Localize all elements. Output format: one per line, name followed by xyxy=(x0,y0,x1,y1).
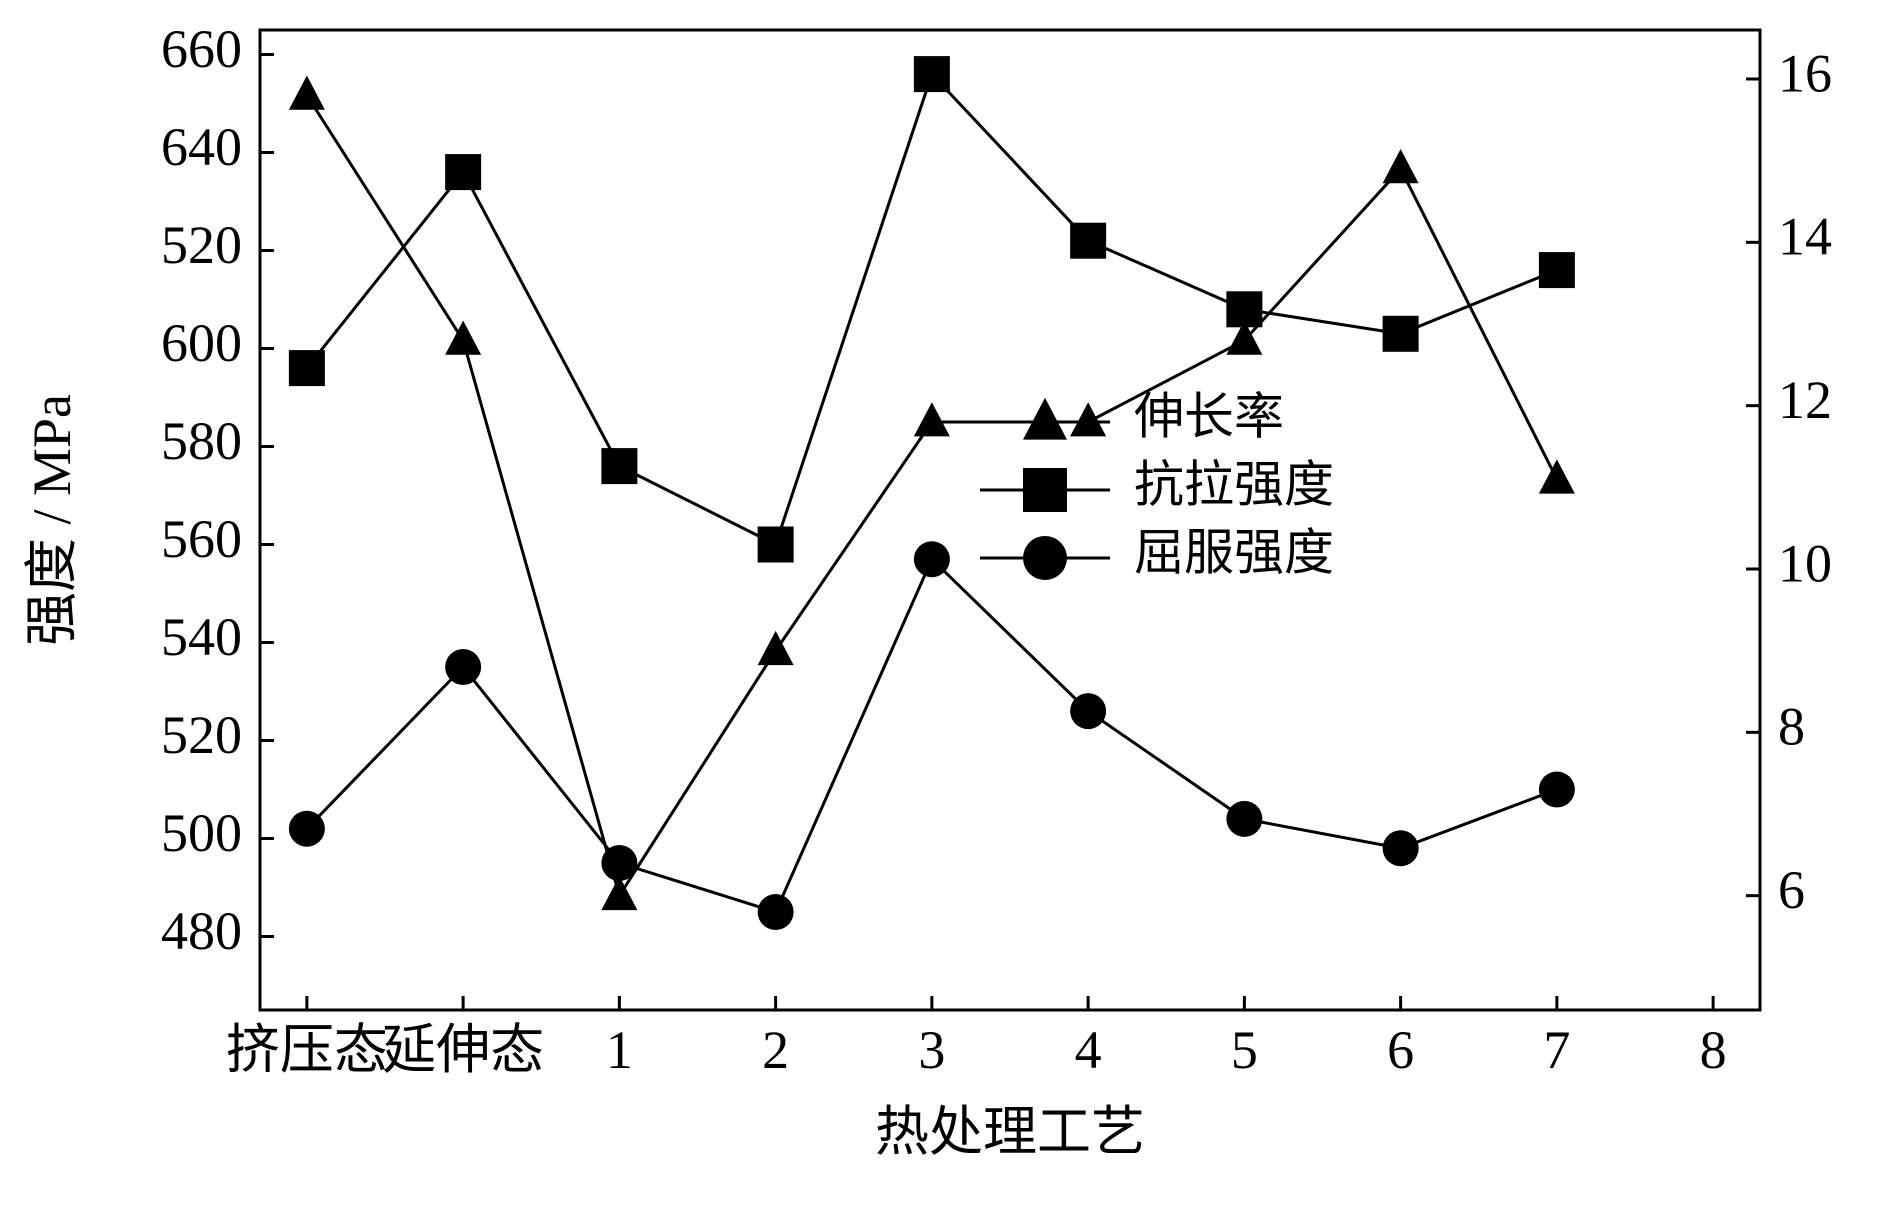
x-tick-label: 7 xyxy=(1543,1020,1570,1080)
series-marker xyxy=(758,527,794,563)
x-tick-label: 延伸态 xyxy=(382,1020,544,1080)
y-right-tick-label: 8 xyxy=(1778,697,1805,757)
x-tick-label: 5 xyxy=(1231,1020,1258,1080)
series-marker xyxy=(914,56,950,92)
series-marker xyxy=(1070,402,1106,436)
series-marker xyxy=(445,649,481,685)
legend-marker xyxy=(1023,468,1067,512)
series-marker xyxy=(1539,772,1575,808)
series-marker xyxy=(1070,693,1106,729)
y-left-tick-label: 500 xyxy=(161,803,242,863)
legend-row: 屈服强度 xyxy=(980,524,1334,580)
series-marker xyxy=(1383,830,1419,866)
series-square xyxy=(289,56,1575,562)
x-tick-label: 6 xyxy=(1387,1020,1414,1080)
series-marker xyxy=(1539,252,1575,288)
x-tick-label: 3 xyxy=(918,1020,945,1080)
chart-container: 4805005205405605806005206406606810121416… xyxy=(0,0,1890,1228)
y-left-tick-label: 540 xyxy=(161,607,242,667)
series-marker xyxy=(758,631,794,665)
x-tick-label: 2 xyxy=(762,1020,789,1080)
series-marker xyxy=(1226,801,1262,837)
series-marker xyxy=(1226,291,1262,327)
series-triangle xyxy=(289,76,1575,911)
y-left-axis-label: 强度 / MPa xyxy=(22,394,82,646)
y-right-tick-label: 10 xyxy=(1778,533,1832,593)
series-marker xyxy=(914,402,950,436)
y-left-tick-label: 520 xyxy=(161,215,242,275)
legend-label: 屈服强度 xyxy=(1134,524,1334,580)
y-left-tick-label: 660 xyxy=(161,19,242,79)
x-tick-label: 8 xyxy=(1700,1020,1727,1080)
y-left-tick-label: 640 xyxy=(161,117,242,177)
series-line xyxy=(307,74,1557,544)
y-right-tick-label: 12 xyxy=(1778,370,1832,430)
y-right-tick-label: 6 xyxy=(1778,860,1805,920)
plot-frame xyxy=(260,30,1760,1010)
series-marker xyxy=(914,541,950,577)
series-marker xyxy=(289,76,325,110)
series-marker xyxy=(1383,316,1419,352)
y-left-tick-label: 600 xyxy=(161,313,242,373)
series-line xyxy=(307,95,1557,895)
series-marker xyxy=(445,154,481,190)
series-marker xyxy=(758,894,794,930)
x-tick-label: 挤压态 xyxy=(226,1020,388,1080)
y-left-tick-label: 520 xyxy=(161,705,242,765)
legend-row: 伸长率 xyxy=(980,388,1284,444)
legend-row: 抗拉强度 xyxy=(980,456,1334,512)
series-marker xyxy=(289,811,325,847)
series-marker xyxy=(445,321,481,355)
x-tick-label: 4 xyxy=(1075,1020,1102,1080)
series-circle xyxy=(289,541,1575,930)
y-right-tick-label: 14 xyxy=(1778,207,1832,267)
y-right-tick-label: 16 xyxy=(1778,43,1832,103)
legend-marker xyxy=(1023,398,1067,440)
series-marker xyxy=(1070,223,1106,259)
legend-label: 伸长率 xyxy=(1134,388,1284,444)
y-left-tick-label: 560 xyxy=(161,509,242,569)
series-marker xyxy=(289,350,325,386)
legend-label: 抗拉强度 xyxy=(1134,456,1334,512)
series-marker xyxy=(601,845,637,881)
y-left-tick-label: 580 xyxy=(161,411,242,471)
series-marker xyxy=(1539,459,1575,493)
x-tick-label: 1 xyxy=(606,1020,633,1080)
legend-marker xyxy=(1023,536,1067,580)
x-axis-label: 热处理工艺 xyxy=(875,1102,1145,1162)
series-line xyxy=(307,559,1557,912)
y-left-tick-label: 480 xyxy=(161,901,242,961)
series-marker xyxy=(601,448,637,484)
chart-svg: 4805005205405605806005206406606810121416… xyxy=(0,0,1890,1228)
series-marker xyxy=(1383,149,1419,183)
